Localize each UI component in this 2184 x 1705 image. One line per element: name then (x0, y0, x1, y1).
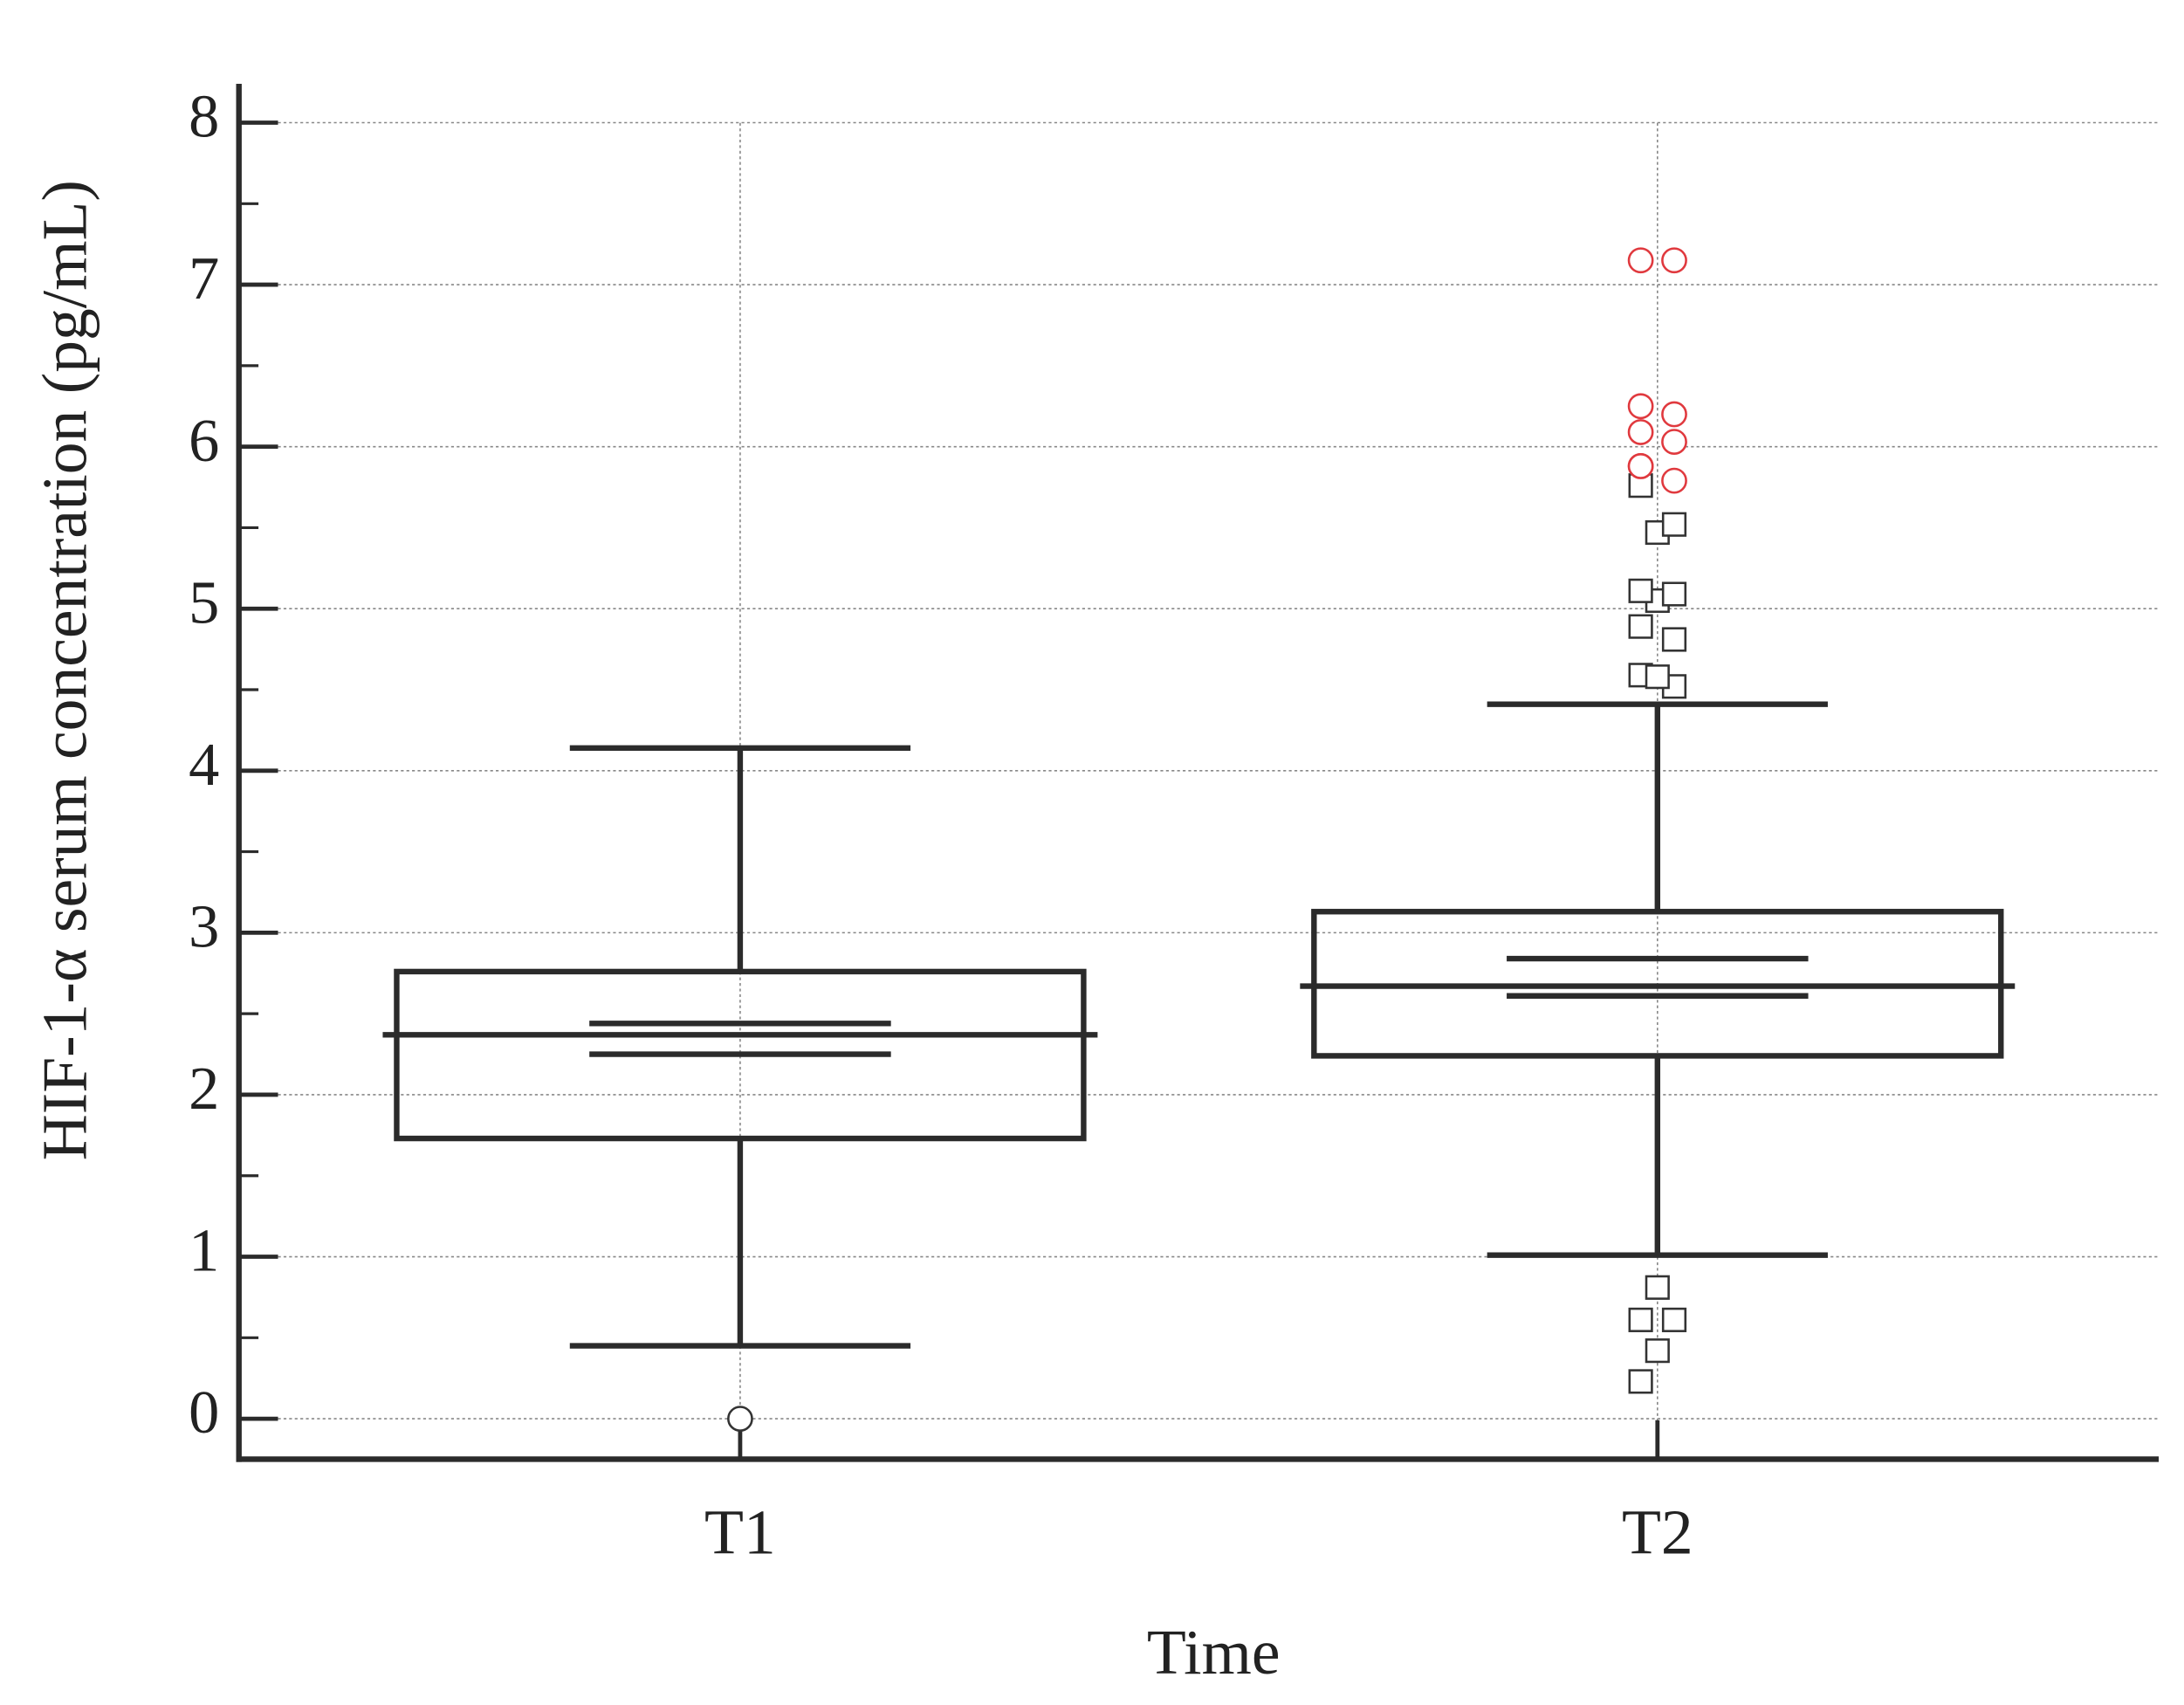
outlier (1628, 578, 1653, 603)
box (394, 968, 1087, 1142)
far-outlier (1661, 467, 1687, 494)
y-tick-label: 0 (189, 1378, 219, 1447)
outlier (1661, 581, 1687, 607)
y-tick-label: 8 (189, 83, 219, 151)
outlier (1661, 1307, 1687, 1332)
far-outlier (1627, 393, 1654, 420)
y-tick-label: 4 (189, 731, 219, 799)
outlier (1645, 1338, 1670, 1364)
far-outlier (1627, 453, 1654, 479)
far-outlier (1627, 247, 1654, 274)
far-outlier (1661, 401, 1687, 428)
x-axis-label: Time (1147, 1616, 1281, 1688)
x-tick-label: T1 (704, 1496, 776, 1568)
outlier (1645, 1275, 1670, 1300)
far-outlier (1627, 419, 1654, 445)
x-tick-label: T2 (1622, 1496, 1693, 1568)
y-tick-label: 2 (189, 1055, 219, 1123)
far-outlier (1661, 429, 1687, 455)
y-axis-label: HIF-1-α serum concentration (pg/mL) (29, 180, 100, 1160)
far-outlier (1661, 247, 1687, 274)
outlier (1628, 614, 1653, 639)
y-tick-label: 7 (189, 244, 219, 313)
outlier (1628, 1307, 1653, 1332)
outlier (1661, 512, 1687, 537)
far-outlier (727, 1406, 753, 1432)
y-tick-label: 3 (189, 893, 219, 961)
outlier (1661, 627, 1687, 652)
outlier (1628, 1369, 1653, 1394)
outlier (1645, 664, 1670, 690)
y-tick-label: 6 (189, 407, 219, 475)
y-tick-label: 5 (189, 568, 219, 636)
y-tick-label: 1 (189, 1217, 219, 1285)
